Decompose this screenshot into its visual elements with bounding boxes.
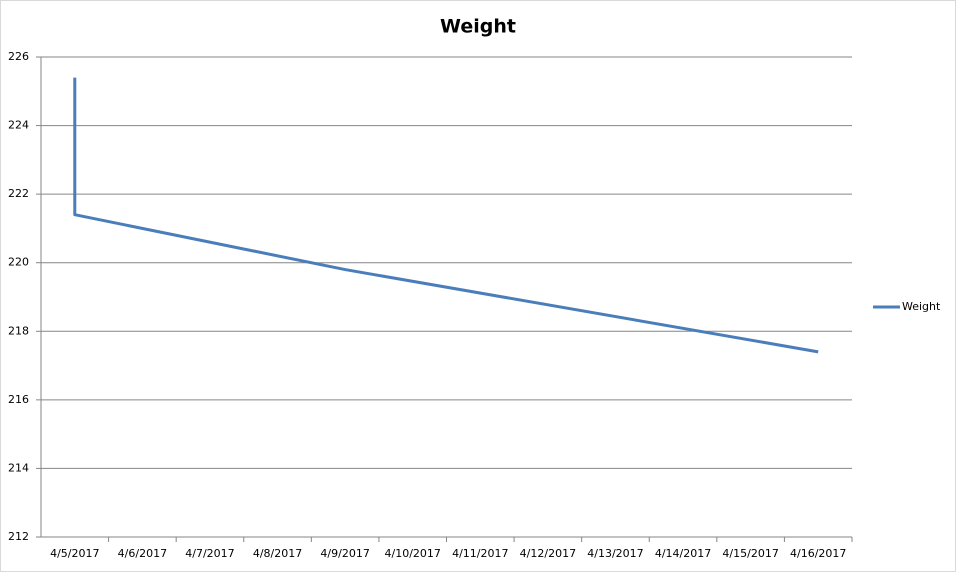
x-tick-label: 4/8/2017 [253,547,302,560]
y-tick-label: 226 [8,50,29,63]
y-tick-label: 220 [8,256,29,269]
x-tick-label: 4/5/2017 [50,547,99,560]
y-tick-label: 214 [8,461,29,474]
y-tick-label: 212 [8,530,29,543]
x-tick-label: 4/16/2017 [790,547,846,560]
y-tick-label: 224 [8,119,29,132]
data-line [73,77,819,354]
x-tick-label: 4/7/2017 [185,547,234,560]
legend-label: Weight [902,300,941,313]
chart-title: Weight [440,16,516,38]
x-tick-label: 4/6/2017 [118,547,167,560]
x-tick-label: 4/14/2017 [655,547,711,560]
x-tick-label: 4/11/2017 [452,547,508,560]
x-tick-label: 4/9/2017 [320,547,369,560]
x-tick-label: 4/15/2017 [722,547,778,560]
y-tick-label: 218 [8,324,29,337]
x-tick-label: 4/13/2017 [587,547,643,560]
y-tick-label: 222 [8,187,29,200]
y-tick-label: 216 [8,393,29,406]
x-tick-label: 4/12/2017 [520,547,576,560]
x-tick-label: 4/10/2017 [385,547,441,560]
